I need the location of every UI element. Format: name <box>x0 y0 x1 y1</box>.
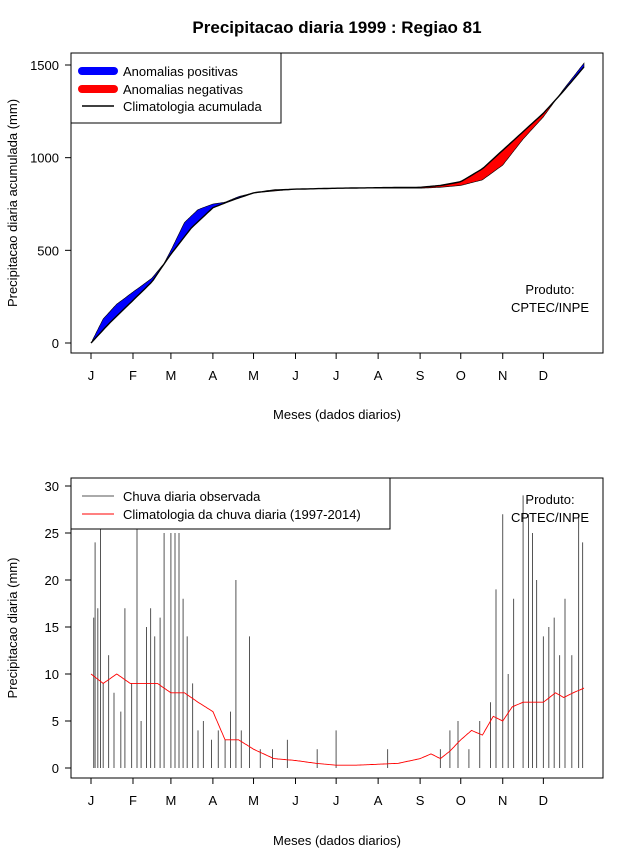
daily-observed-bars <box>93 495 584 768</box>
accumulated-month-label: A <box>374 368 383 383</box>
daily-month-label: D <box>539 793 548 808</box>
accumulated-y-tick-label: 1000 <box>30 151 59 166</box>
daily-product-note: Produto: CPTEC/INPE <box>511 492 589 525</box>
daily-month-label: J <box>88 793 95 808</box>
accumulated-month-label: M <box>165 368 176 383</box>
accumulated-month-label: N <box>498 368 507 383</box>
accumulated-month-label: J <box>292 368 299 383</box>
daily-climatology-line <box>90 673 585 766</box>
legend-daily-climatology-label: Climatologia da chuva diaria (1997-2014) <box>123 507 361 522</box>
accumulated-product-line-1: Produto: <box>525 282 574 297</box>
daily-month-label: J <box>292 793 299 808</box>
daily-y-tick-label: 10 <box>45 667 59 682</box>
daily-month-label: M <box>248 793 259 808</box>
daily-y-tick-label: 25 <box>45 526 59 541</box>
daily-y-tick-label: 5 <box>52 714 59 729</box>
accumulated-chart: 0 500 1000 1500 J F M A M J J A S O N D Precipitacao d… <box>5 52 604 422</box>
daily-legend: Chuva diaria observada Climatologia da c… <box>70 477 391 530</box>
daily-month-label: J <box>333 793 340 808</box>
accumulated-month-label: F <box>129 368 137 383</box>
legend-positive-label: Anomalias positivas <box>123 64 238 79</box>
daily-product-line-2: CPTEC/INPE <box>511 510 589 525</box>
accumulated-month-label: J <box>88 368 95 383</box>
daily-y-axis: 0 5 10 15 20 25 30 <box>45 479 72 776</box>
accumulated-legend: Anomalias positivas Anomalias negativas … <box>70 52 282 124</box>
accumulated-climatology-layer <box>90 66 585 344</box>
positive-anomaly-area <box>92 192 253 343</box>
accumulated-y-axis: 0 500 1000 1500 <box>30 58 72 351</box>
daily-month-label: A <box>209 793 218 808</box>
daily-y-tick-label: 15 <box>45 620 59 635</box>
accumulated-y-tick-label: 0 <box>52 336 59 351</box>
daily-month-label: N <box>498 793 507 808</box>
legend-negative-label: Anomalias negativas <box>123 82 243 97</box>
daily-chart: 0 5 10 15 20 25 30 J F M A M J J A S O N D Precipitacao d… <box>5 477 604 848</box>
daily-y-tick-label: 30 <box>45 479 59 494</box>
accumulated-product-line-2: CPTEC/INPE <box>511 300 589 315</box>
daily-climatology-layer <box>90 673 585 766</box>
daily-y-tick-label: 20 <box>45 573 59 588</box>
daily-month-label: O <box>456 793 466 808</box>
daily-x-label: Meses (dados diarios) <box>273 833 401 848</box>
accumulated-month-label: D <box>539 368 548 383</box>
negative-anomaly-area <box>350 98 558 189</box>
legend-climatology-label: Climatologia acumulada <box>123 99 263 114</box>
accumulated-x-label: Meses (dados diarios) <box>273 407 401 422</box>
daily-month-label: F <box>129 793 137 808</box>
accumulated-product-note: Produto: CPTEC/INPE <box>511 282 589 315</box>
daily-y-tick-label: 0 <box>52 761 59 776</box>
accumulated-month-label: M <box>248 368 259 383</box>
daily-month-label: M <box>165 793 176 808</box>
accumulated-climatology-line <box>90 66 585 344</box>
accumulated-y-tick-label: 500 <box>37 243 59 258</box>
daily-legend-box <box>70 477 391 530</box>
daily-product-line-1: Produto: <box>525 492 574 507</box>
accumulated-y-label: Precipitacao diaria acumulada (mm) <box>5 99 20 307</box>
accumulated-y-tick-label: 1500 <box>30 58 59 73</box>
daily-y-label: Precipitacao diaria (mm) <box>5 558 20 699</box>
chart-title: Precipitacao diaria 1999 : Regiao 81 <box>192 18 481 37</box>
accumulated-month-label: J <box>333 368 340 383</box>
legend-observed-label: Chuva diaria observada <box>123 489 261 504</box>
accumulated-month-label: O <box>456 368 466 383</box>
accumulated-month-label: A <box>209 368 218 383</box>
daily-month-label: S <box>416 793 425 808</box>
daily-month-label: A <box>374 793 383 808</box>
accumulated-month-label: S <box>416 368 425 383</box>
